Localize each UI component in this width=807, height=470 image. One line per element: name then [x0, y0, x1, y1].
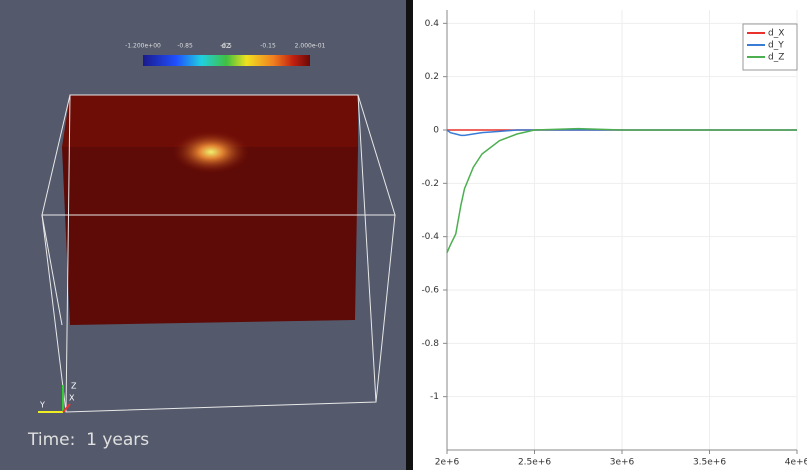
x-tick-label: 3e+6: [610, 458, 635, 468]
colorbar-label: -1.200e+00: [125, 43, 161, 50]
colorbar-label: 2.000e-01: [295, 43, 326, 50]
y-tick-label: -0.4: [421, 232, 439, 242]
y-tick-label: -1: [430, 392, 439, 402]
y-tick-label: 0.4: [425, 19, 440, 29]
y-tick-label: -0.8: [421, 339, 439, 349]
x-tick-label: 3.5e+6: [693, 458, 726, 468]
screen: dZ -1.200e+00 -0.85 -0.5 -0.15 2.000e-01…: [0, 0, 807, 470]
axis-x: X: [69, 394, 75, 403]
y-tick-label: 0.2: [425, 72, 439, 82]
x-tick-label: 4e+6: [785, 458, 807, 468]
axis-z: Z: [71, 382, 77, 391]
colorbar-label: -0.85: [177, 43, 193, 50]
legend-label: d_Y: [768, 41, 784, 51]
y-tick-label: -0.2: [421, 179, 439, 189]
time-label: Time: 1 years: [27, 430, 149, 450]
y-tick-label: -0.6: [421, 286, 439, 296]
colorbar: [143, 55, 310, 66]
divider: [406, 0, 413, 470]
hotspot: [171, 130, 251, 174]
colorbar-label: -0.5: [220, 43, 232, 50]
colorbar-label: -0.15: [260, 43, 276, 50]
axis-y: Y: [39, 401, 45, 410]
legend-label: d_X: [768, 29, 784, 39]
legend-label: d_Z: [768, 53, 784, 63]
x-tick-label: 2.5e+6: [518, 458, 551, 468]
x-tick-label: 2e+6: [435, 458, 460, 468]
y-tick-label: 0: [433, 126, 439, 136]
